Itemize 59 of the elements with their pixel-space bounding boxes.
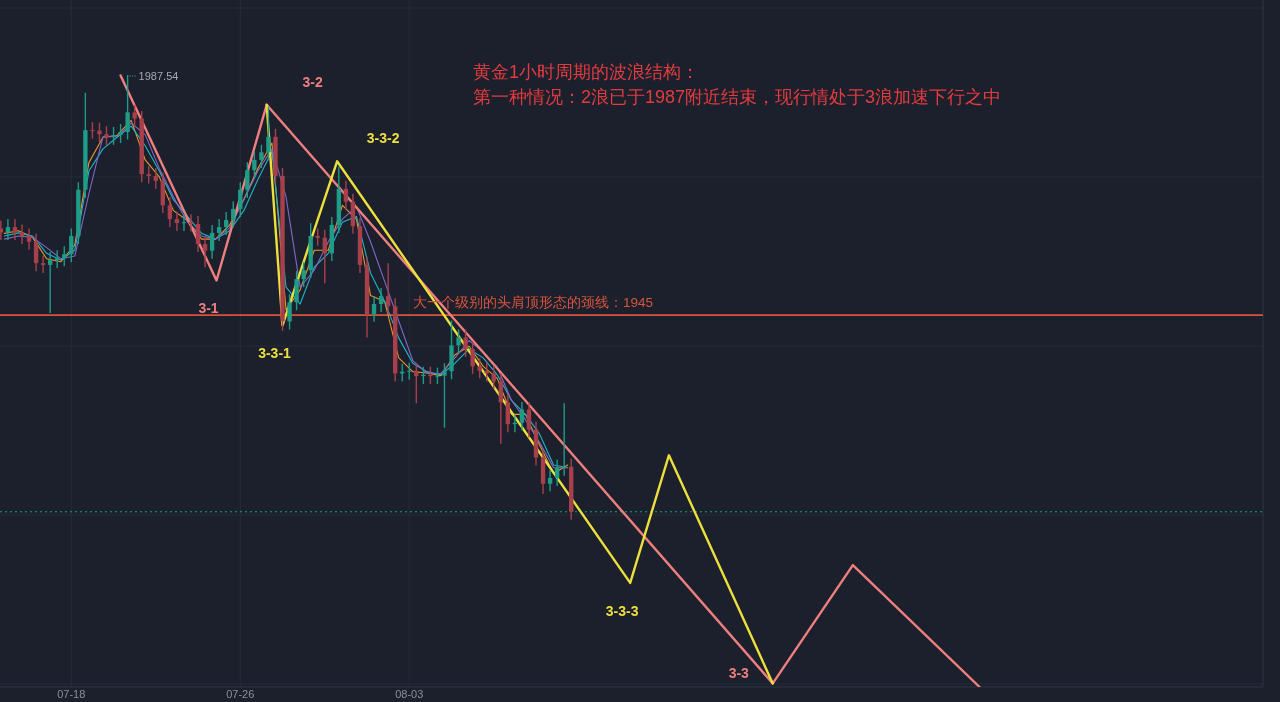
candlestick: [104, 125, 109, 146]
candlestick: [118, 123, 123, 144]
text: 1987.54: [138, 70, 179, 82]
candlestick: [62, 245, 67, 267]
candlestick: [301, 261, 306, 288]
candlestick: [174, 210, 180, 232]
candlestick: [498, 372, 503, 445]
candlestick: [470, 340, 475, 375]
annotation: 3-2: [302, 73, 324, 90]
annotation: 3-3-1: [258, 345, 292, 362]
candlestick: [477, 357, 482, 380]
candlestick: [181, 213, 187, 232]
candlestick: [343, 180, 349, 211]
candlestick: [561, 402, 567, 477]
candlestick: [456, 328, 461, 354]
x-tick-label: 08-03: [395, 688, 424, 700]
candlestick: [245, 161, 250, 199]
candlestick: [153, 167, 158, 190]
candlestick: [547, 469, 553, 492]
candlestick: [209, 224, 215, 260]
candlestick: [252, 151, 257, 179]
x-tick-label: 07-26: [226, 688, 255, 700]
candlestick: [40, 254, 46, 274]
text: 第一种情况：2浪已于1987附近结束，现行情处于3浪加速下行之中: [472, 87, 1002, 107]
candlestick: [125, 74, 130, 141]
candlestick: [231, 200, 236, 229]
candlestick: [188, 213, 194, 233]
annotation: 3-3-3: [605, 602, 639, 619]
candlestick: [266, 106, 271, 162]
candlestick: [224, 211, 229, 236]
candlestick: [202, 235, 208, 268]
candlestick: [505, 393, 511, 433]
candlestick: [26, 227, 32, 251]
candlestick: [259, 144, 264, 169]
candlestick: [195, 215, 201, 253]
candlestick: [287, 293, 292, 331]
candlestick: [69, 227, 74, 263]
chart-title: 黄金1小时周期的波浪结构：: [472, 62, 700, 82]
candlestick: [378, 287, 384, 313]
annotation: 3-3: [728, 665, 750, 682]
candlestick: [519, 401, 525, 432]
candlestick: [47, 251, 53, 314]
annotation: 3-1: [198, 300, 219, 317]
candlestick: [294, 270, 299, 311]
candlestick: [216, 218, 222, 242]
candlestick: [167, 196, 173, 228]
annotation: 3-3-2: [366, 130, 400, 147]
candlestick: [97, 121, 102, 143]
candlestick: [0, 219, 4, 241]
candlestick: [238, 181, 243, 218]
candlestick: [132, 104, 137, 128]
candlestick: [33, 233, 39, 272]
candlestick: [19, 223, 25, 245]
candlestick: [491, 364, 496, 391]
candlestick: [526, 401, 532, 439]
ref-line-label: 大一个级别的头肩顶形态的颈线：1945: [413, 295, 654, 311]
candlestick: [463, 328, 468, 358]
candlestick: [442, 362, 447, 429]
x-tick-label: 07-18: [57, 688, 86, 700]
